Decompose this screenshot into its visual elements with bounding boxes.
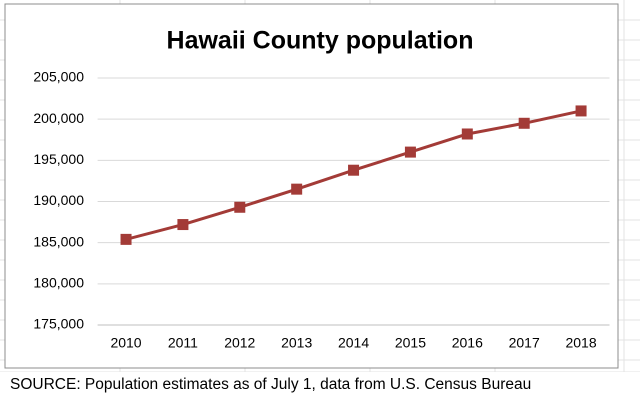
y-tick-label: 200,000 [33,110,84,126]
y-tick-label: 175,000 [33,316,84,332]
chart-title: Hawaii County population [167,27,474,55]
y-tick-label: 185,000 [33,233,84,249]
data-point [177,219,189,231]
x-tick-label: 2017 [509,335,540,351]
x-tick-label: 2013 [281,335,312,351]
y-tick-label: 195,000 [33,151,84,167]
x-tick-label: 2010 [110,335,141,351]
data-point [404,146,416,158]
source-note: SOURCE: Population estimates as of July … [10,376,531,393]
x-tick-label: 2018 [565,335,596,351]
data-point [291,183,303,195]
y-tick-label: 190,000 [33,192,84,208]
data-point [575,105,587,117]
data-point [348,164,360,176]
y-tick-label: 205,000 [33,69,84,85]
x-tick-label: 2011 [168,335,198,351]
x-tick-label: 2016 [452,335,483,351]
data-point [234,201,246,213]
x-tick-label: 2014 [338,335,369,351]
x-tick-label: 2012 [224,335,255,351]
x-tick-label: 2015 [395,335,426,351]
plot-area: 175,000 180,000 185,000 190,000 195,000 200,0… [33,69,610,351]
y-tick-label: 180,000 [33,275,84,291]
data-point [518,117,530,129]
footer-bg [0,372,640,400]
data-point [461,128,473,140]
data-point [120,233,132,245]
chart-frame [4,3,619,369]
